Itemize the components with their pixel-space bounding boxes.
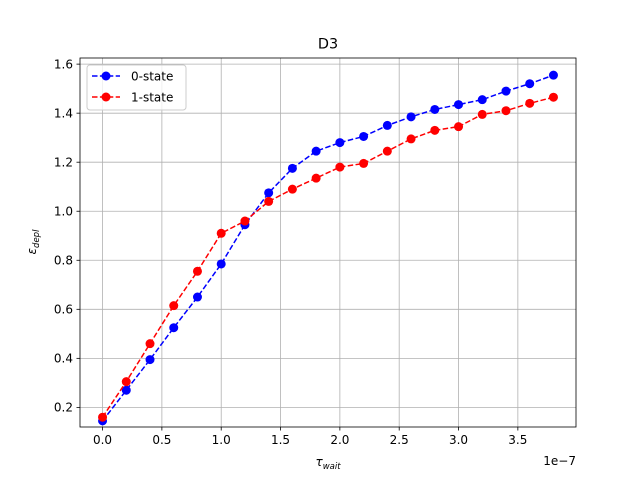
- data-point-0-state: [121, 385, 131, 395]
- data-point-1-state: [121, 377, 131, 387]
- x-axis-offset-label: 1e−7: [543, 454, 576, 468]
- data-point-0-state: [501, 86, 511, 96]
- y-axis-label-main: ε: [25, 247, 39, 254]
- series-line-1-state: [101, 96, 554, 418]
- data-point-0-state: [311, 146, 321, 156]
- data-point-0-state: [454, 100, 464, 110]
- data-point-0-state: [335, 138, 345, 148]
- axes-frame: [79, 57, 577, 428]
- chart-title: D3: [318, 37, 338, 53]
- data-point-1-state: [145, 339, 155, 349]
- series-group: [98, 70, 558, 426]
- data-point-1-state: [169, 301, 179, 311]
- data-point-1-state: [359, 158, 369, 168]
- data-point-0-state: [169, 323, 179, 333]
- plot-area: [80, 58, 576, 427]
- legend-marker-0-state: [101, 71, 111, 81]
- grid: [80, 58, 576, 427]
- data-point-1-state: [98, 412, 108, 422]
- x-tick-label: 0.5: [152, 433, 171, 447]
- legend-marker-1-state: [101, 92, 111, 102]
- y-axis-label: εdepl: [25, 229, 42, 255]
- x-tick-label: 1.0: [212, 433, 231, 447]
- x-tick-label: 1.5: [271, 433, 290, 447]
- y-axis-label-group: εdepl: [25, 229, 42, 255]
- data-point-1-state: [382, 146, 392, 156]
- data-point-1-state: [548, 92, 558, 102]
- x-axis-label-subscript: wait: [323, 462, 342, 472]
- x-tick-label: 2.0: [330, 433, 349, 447]
- y-tick-label: 1.4: [54, 106, 73, 120]
- data-point-0-state: [192, 292, 202, 302]
- data-point-1-state: [454, 122, 464, 132]
- legend: 0-state 1-state: [86, 64, 187, 111]
- data-point-0-state: [287, 163, 297, 173]
- legend-label-0-state: 0-state: [131, 69, 173, 83]
- y-axis-ticks: 0.2 0.4 0.6 0.8 1.0 1.2 1.4 1.6: [54, 57, 80, 415]
- x-tick-label: 3.5: [508, 433, 527, 447]
- data-point-0-state: [264, 188, 274, 198]
- data-point-1-state: [335, 162, 345, 172]
- x-tick-label: 0.0: [93, 433, 112, 447]
- y-tick-label: 0.6: [54, 303, 73, 317]
- data-point-0-state: [359, 131, 369, 141]
- data-point-1-state: [216, 228, 226, 238]
- data-point-1-state: [240, 216, 250, 226]
- y-tick-label: 1.0: [54, 205, 73, 219]
- data-point-0-state: [548, 70, 558, 80]
- x-axis-ticks: 0.0 0.5 1.0 1.5 2.0 2.5 3.0 3.5: [93, 427, 527, 447]
- x-tick-label: 3.0: [449, 433, 468, 447]
- data-point-1-state: [430, 125, 440, 135]
- data-point-1-state: [311, 173, 321, 183]
- data-point-0-state: [477, 95, 487, 105]
- data-point-1-state: [287, 184, 297, 194]
- x-tick-label: 2.5: [390, 433, 409, 447]
- y-tick-label: 1.6: [54, 57, 73, 71]
- data-point-1-state: [406, 134, 416, 144]
- data-point-1-state: [477, 109, 487, 119]
- data-point-1-state: [501, 106, 511, 116]
- data-point-1-state: [192, 266, 202, 276]
- legend-label-1-state: 1-state: [131, 90, 173, 104]
- y-tick-label: 0.4: [54, 352, 73, 366]
- y-axis-label-subscript: depl: [32, 229, 42, 248]
- data-point-0-state: [406, 112, 416, 122]
- x-axis-label: τwait: [315, 455, 341, 472]
- data-point-0-state: [145, 355, 155, 365]
- data-point-1-state: [264, 196, 274, 206]
- y-tick-label: 0.8: [54, 254, 73, 268]
- y-tick-label: 0.2: [54, 401, 73, 415]
- y-tick-label: 1.2: [54, 156, 73, 170]
- x-axis-label-main: τ: [315, 455, 323, 469]
- data-point-0-state: [382, 120, 392, 130]
- data-point-0-state: [525, 79, 535, 89]
- data-point-0-state: [430, 104, 440, 114]
- data-point-0-state: [216, 259, 226, 269]
- data-point-1-state: [525, 98, 535, 108]
